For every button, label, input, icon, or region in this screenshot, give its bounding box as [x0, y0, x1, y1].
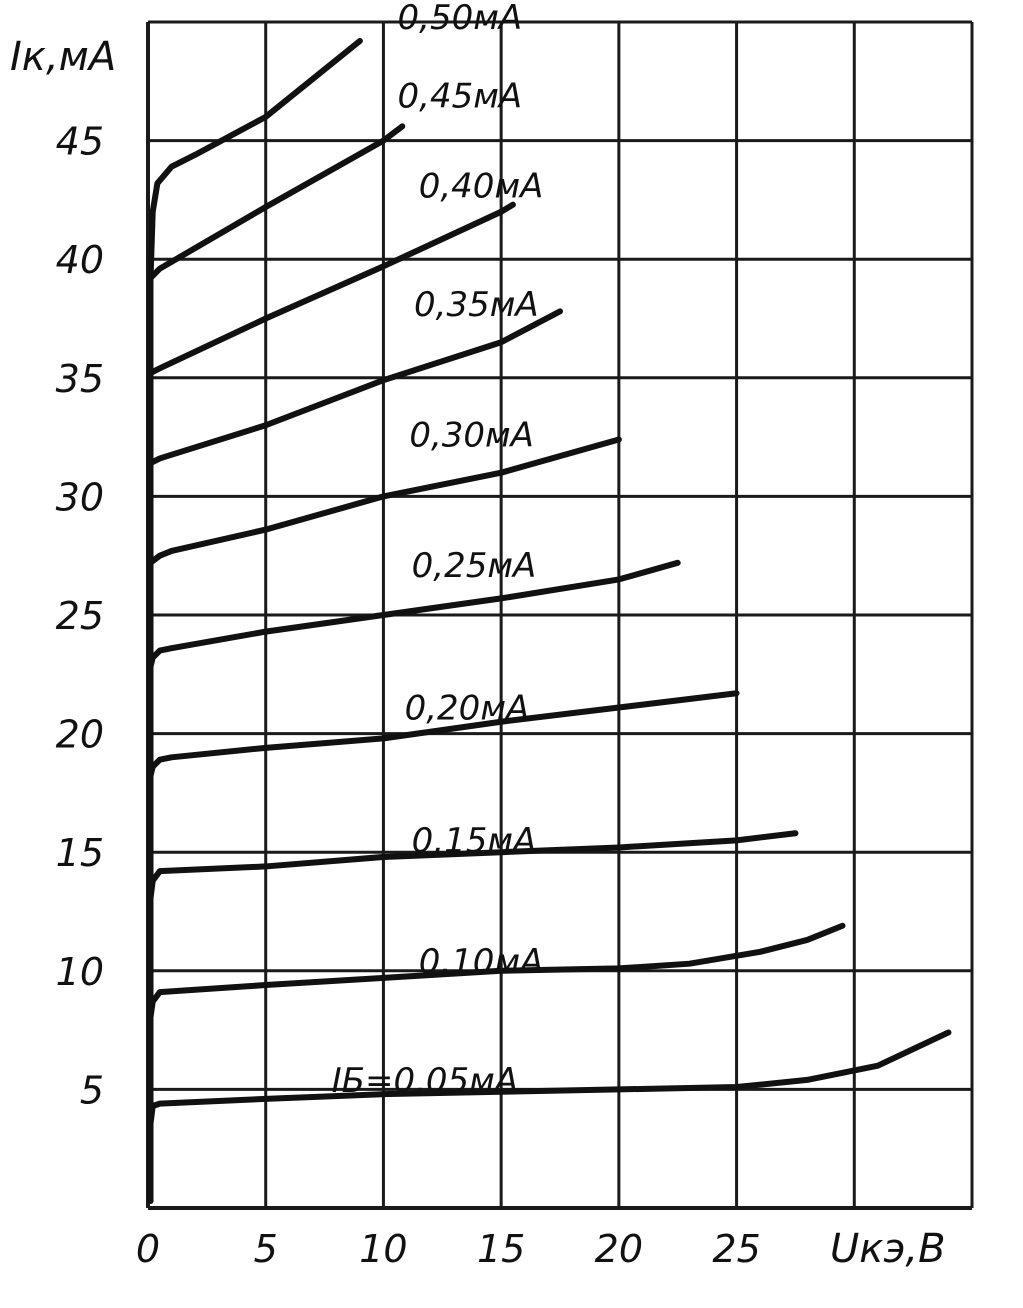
curve-label: 0,50мА	[398, 0, 523, 38]
y-tick-label: 15	[56, 831, 104, 875]
curve-line	[147, 559, 681, 1204]
curve-line	[147, 123, 406, 1204]
y-tick-label: 20	[56, 713, 104, 757]
y-axis-title: Iк,мА	[10, 34, 116, 80]
y-tick-label: 30	[56, 475, 104, 519]
grid	[146, 20, 974, 1210]
y-tick-label: 10	[56, 950, 104, 994]
curve-labels: 0,50мА 0,45мА 0,40мА 0,35мА 0,30мА 0,25мА 0,20…	[332, 0, 544, 1101]
y-tick-label: 45	[56, 120, 104, 164]
x-tick-label: 25	[712, 1227, 760, 1271]
x-axis-title: Uкэ,В	[830, 1226, 946, 1272]
curves	[147, 37, 952, 1204]
y-tick-label: 25	[56, 594, 104, 638]
curve-label: 0,10мА	[419, 942, 544, 982]
curve-label: 0,25мА	[412, 546, 537, 586]
curve-line	[147, 830, 799, 1204]
x-tick-label: 15	[477, 1227, 525, 1271]
y-tick-label: 5	[80, 1068, 104, 1112]
curve-line	[147, 37, 363, 1204]
x-tick-label: 20	[595, 1227, 643, 1271]
curve-label: 0,40мА	[419, 167, 544, 207]
y-tick-label: 40	[56, 238, 104, 282]
curve-label: 0,35мА	[414, 285, 539, 325]
curve-line	[147, 1029, 952, 1204]
curve-label: 0,15мА	[412, 821, 537, 861]
x-tick-label: 0	[136, 1227, 160, 1271]
curve-label: IБ=0,05мА	[332, 1061, 518, 1101]
curve-label: 0,20мА	[405, 688, 530, 728]
x-tick-label: 10	[359, 1227, 407, 1271]
y-tick-label: 35	[56, 357, 104, 401]
curve-label: 0,30мА	[409, 416, 534, 456]
tick-labels: 0 5 10 15 20 25 5 10 15 20 25 30 35 40 45	[56, 120, 761, 1271]
x-tick-label: 5	[254, 1227, 278, 1271]
curve-label: 0,45мА	[398, 76, 523, 116]
